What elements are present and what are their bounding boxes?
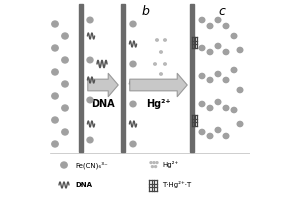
Ellipse shape — [160, 73, 162, 75]
Text: c: c — [219, 5, 225, 18]
Ellipse shape — [130, 21, 136, 27]
Ellipse shape — [52, 21, 58, 27]
Ellipse shape — [237, 121, 243, 127]
Ellipse shape — [223, 105, 229, 111]
Ellipse shape — [154, 63, 156, 65]
Ellipse shape — [130, 101, 136, 107]
Bar — [190, 4, 194, 152]
Ellipse shape — [150, 162, 152, 164]
Ellipse shape — [207, 49, 213, 55]
Ellipse shape — [61, 162, 67, 168]
Ellipse shape — [223, 77, 229, 83]
Ellipse shape — [231, 107, 237, 113]
Ellipse shape — [207, 23, 213, 29]
Ellipse shape — [223, 49, 229, 55]
Text: T·Hg²⁺·T: T·Hg²⁺·T — [162, 182, 191, 188]
Ellipse shape — [52, 45, 58, 51]
Ellipse shape — [199, 129, 205, 135]
Ellipse shape — [130, 141, 136, 147]
Text: Fe(CN)₆³⁻: Fe(CN)₆³⁻ — [75, 161, 108, 169]
Ellipse shape — [52, 93, 58, 99]
Ellipse shape — [160, 51, 162, 53]
Ellipse shape — [62, 105, 68, 111]
Ellipse shape — [87, 57, 93, 63]
Ellipse shape — [215, 17, 221, 23]
Ellipse shape — [87, 97, 93, 103]
Ellipse shape — [164, 63, 166, 65]
Ellipse shape — [215, 99, 221, 105]
Ellipse shape — [156, 39, 158, 41]
Ellipse shape — [207, 77, 213, 83]
Bar — [79, 4, 83, 152]
Ellipse shape — [207, 133, 213, 139]
Ellipse shape — [164, 39, 166, 41]
Ellipse shape — [237, 87, 243, 93]
Text: DNA: DNA — [75, 182, 92, 188]
Ellipse shape — [153, 162, 155, 164]
Ellipse shape — [154, 166, 157, 168]
Ellipse shape — [215, 127, 221, 133]
Ellipse shape — [223, 133, 229, 139]
Ellipse shape — [52, 141, 58, 147]
Bar — [121, 4, 125, 152]
Text: Hg²⁺: Hg²⁺ — [162, 162, 178, 168]
Ellipse shape — [52, 69, 58, 75]
Text: DNA: DNA — [91, 99, 115, 109]
Ellipse shape — [62, 33, 68, 39]
Ellipse shape — [87, 137, 93, 143]
Text: b: b — [141, 5, 149, 18]
Ellipse shape — [62, 81, 68, 87]
Ellipse shape — [152, 166, 153, 168]
Ellipse shape — [199, 45, 205, 51]
Ellipse shape — [223, 23, 229, 29]
Ellipse shape — [199, 101, 205, 107]
Ellipse shape — [130, 61, 136, 67]
Ellipse shape — [199, 17, 205, 23]
Ellipse shape — [87, 17, 93, 23]
Ellipse shape — [231, 33, 237, 39]
Ellipse shape — [207, 105, 213, 111]
Ellipse shape — [62, 129, 68, 135]
Ellipse shape — [215, 43, 221, 49]
Ellipse shape — [215, 71, 221, 77]
Ellipse shape — [199, 73, 205, 79]
Ellipse shape — [62, 57, 68, 63]
Ellipse shape — [156, 162, 158, 164]
Text: Hg²⁺: Hg²⁺ — [146, 99, 171, 109]
Ellipse shape — [231, 67, 237, 73]
Ellipse shape — [52, 117, 58, 123]
Ellipse shape — [237, 47, 243, 53]
